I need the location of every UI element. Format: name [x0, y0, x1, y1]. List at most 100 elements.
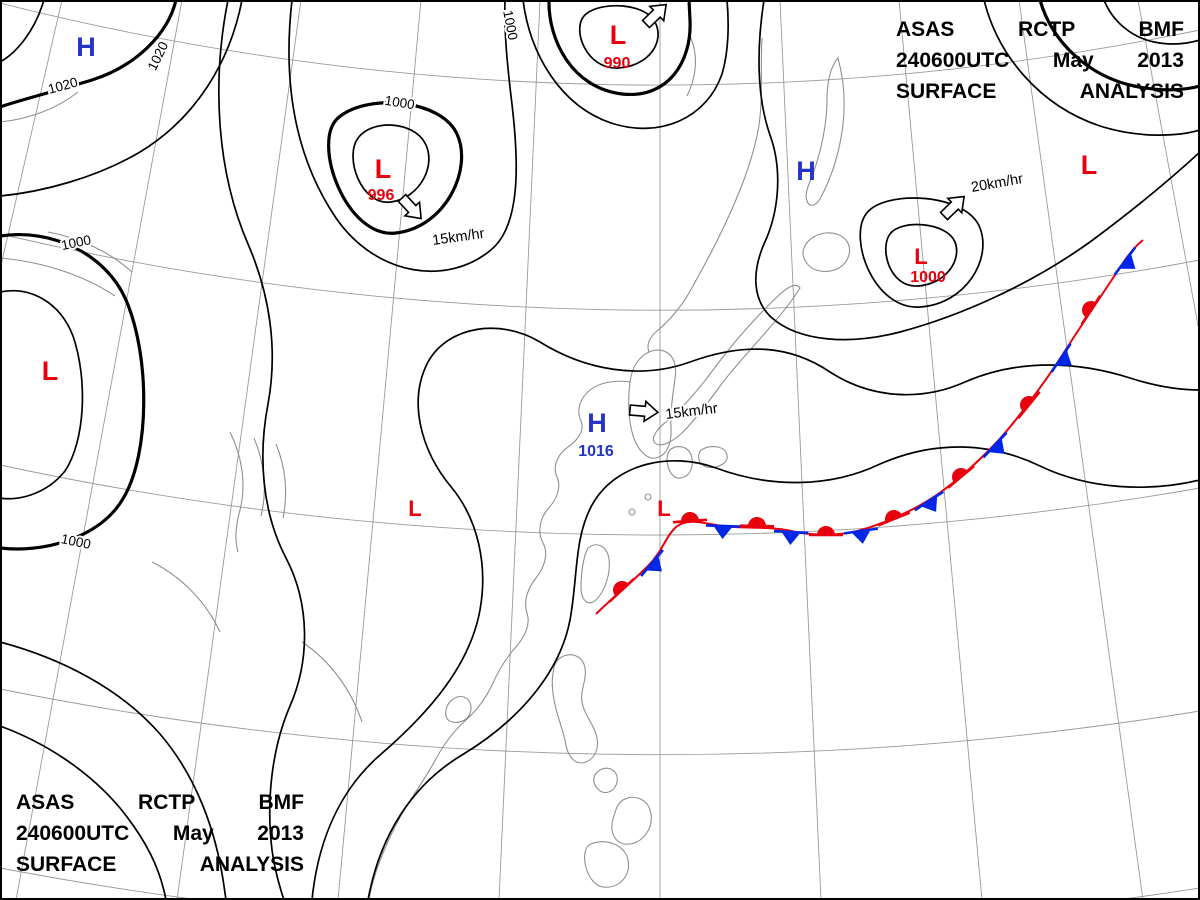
isobar-1020 — [0, 0, 178, 109]
graticule-meridian — [1018, 0, 1144, 900]
graticule-parallel — [0, 688, 1200, 756]
isobar — [1038, 0, 1200, 92]
graticule-parallel — [0, 2, 1200, 86]
isobar — [755, 0, 1200, 341]
isobar — [1103, 0, 1200, 45]
coastlines — [0, 35, 851, 900]
isobar — [522, 0, 729, 130]
coastline-sakhalin — [805, 56, 845, 206]
graticule-parallel — [0, 867, 1200, 900]
wind-speed-label: 20km/hr — [970, 171, 1025, 196]
stationary-front — [595, 239, 1147, 615]
isobar-label: 1000 — [60, 531, 93, 552]
river-line — [229, 431, 244, 553]
low-center-symbol: L — [657, 496, 670, 521]
title-line-1: ASAS RCTP BMF — [896, 18, 1184, 41]
title-line-3: SURFACE ANALYSIS — [16, 852, 304, 876]
isobar — [547, 0, 692, 96]
wind-arrow — [936, 188, 972, 224]
graticule-meridian — [498, 0, 541, 900]
chart-title-top-right: ASAS RCTP BMF 240600UTC May 2013 SURFACE… — [896, 14, 1184, 107]
graticule-meridian — [779, 0, 822, 900]
graticule-parallel — [0, 233, 1200, 311]
high-center-symbol: H — [796, 156, 816, 186]
graticule-meridian — [15, 0, 183, 900]
cold-front-marker — [772, 529, 810, 548]
title-line-2: 240600UTC May 2013 — [896, 49, 1184, 73]
low-center-symbol: L — [408, 496, 421, 521]
isobar-label: 1000 — [384, 93, 416, 113]
coastline-hokkaido — [802, 232, 851, 272]
graticule-meridian — [898, 0, 983, 900]
low-center-value: 1000 — [910, 269, 946, 286]
isobar-1000 — [327, 101, 464, 235]
isobar — [352, 124, 430, 203]
wind-speed-label: 15km/hr — [431, 226, 485, 249]
coastline-samar — [611, 796, 652, 845]
coastline-honshu — [652, 284, 801, 446]
chart-title-bottom-left: ASAS RCTP BMF 240600UTC May 2013 SURFACE… — [16, 787, 304, 880]
title-line-3: SURFACE ANALYSIS — [896, 80, 1184, 104]
island-ryukyu — [628, 508, 636, 516]
coastline-mainland-ne — [647, 37, 763, 353]
coastline-luzon — [551, 654, 599, 764]
coastline-shikoku — [698, 446, 728, 468]
graticule-meridian — [176, 0, 302, 900]
terrain-line — [47, 231, 133, 273]
terrain-line — [0, 91, 79, 123]
pressure-centers: H L 990 L 996 H L 1000 L L H 1016 L L — [42, 20, 1098, 521]
island-ryukyu — [644, 493, 652, 501]
graticule-meridian — [0, 0, 63, 272]
low-center-value: 990 — [604, 55, 631, 72]
front-line — [595, 239, 1144, 615]
warm-front-marker — [738, 515, 776, 528]
isobar — [367, 446, 1200, 900]
isobar-1000 — [0, 233, 146, 551]
wind-arrow — [393, 190, 430, 227]
coastline-kyushu — [666, 446, 693, 479]
graticule-meridian — [1137, 0, 1200, 339]
low-center-value: 996 — [368, 187, 395, 204]
river-line — [151, 561, 221, 633]
low-center-symbol: L — [610, 20, 627, 50]
graticule-meridian — [337, 0, 422, 900]
river-line — [686, 35, 696, 97]
isobar — [0, 290, 84, 500]
high-center-symbol: H — [587, 408, 607, 438]
isobar — [218, 0, 306, 900]
isobar — [983, 0, 1200, 136]
cold-front-marker — [842, 527, 881, 548]
isobar — [0, 0, 243, 197]
terrain-line — [0, 257, 116, 297]
low-center-symbol: L — [1081, 150, 1098, 180]
isobar-label: 1020 — [46, 75, 79, 97]
isobar-label: 1000 — [500, 9, 520, 41]
warm-front-marker — [873, 502, 912, 527]
isobar — [859, 197, 984, 308]
river-line — [275, 443, 287, 519]
isobar — [288, 0, 518, 273]
low-center-symbol: L — [914, 244, 927, 269]
cold-front-marker — [704, 524, 742, 541]
isobar — [0, 641, 227, 900]
high-center-symbol: H — [76, 32, 96, 62]
isobar — [311, 327, 1200, 900]
graticule-parallel — [0, 464, 1200, 536]
title-line-1: ASAS RCTP BMF — [16, 790, 304, 814]
low-center-symbol: L — [375, 154, 392, 184]
wind-speed-label: 15km/hr — [665, 401, 719, 423]
warm-front-marker — [940, 457, 976, 490]
warm-front-marker — [671, 509, 709, 524]
coastline-korea — [628, 349, 677, 459]
coastline-hainan — [445, 696, 472, 723]
isobar — [885, 223, 958, 287]
title-line-2: 240600UTC May 2013 — [16, 821, 304, 845]
isobar — [0, 0, 45, 63]
cold-front-marker — [1113, 246, 1147, 284]
low-center-symbol: L — [42, 356, 59, 386]
wind-arrow — [628, 399, 660, 424]
